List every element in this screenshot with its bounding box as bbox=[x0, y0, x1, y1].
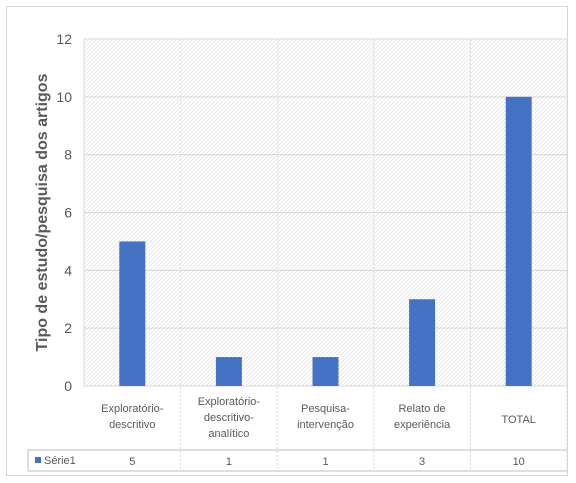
category-label: Relato de bbox=[399, 403, 446, 415]
legend-series-name: Série1 bbox=[44, 455, 76, 467]
category-label: descritivo- bbox=[204, 412, 254, 424]
y-tick-label: 12 bbox=[56, 31, 72, 47]
category-label: Exploratório- bbox=[101, 403, 164, 415]
table-value: 10 bbox=[513, 456, 525, 468]
legend-swatch bbox=[35, 457, 41, 463]
bar bbox=[215, 357, 242, 386]
y-tick-label: 2 bbox=[64, 320, 72, 336]
category-label: Exploratório- bbox=[198, 396, 261, 408]
table-value: 1 bbox=[226, 456, 232, 468]
bars bbox=[119, 96, 532, 386]
bar bbox=[505, 96, 532, 386]
y-axis-title: Tipo de estudo/pesquisa dos artigos bbox=[34, 73, 51, 351]
table-value: 5 bbox=[129, 456, 135, 468]
y-axis-ticks: 0 2 4 6 8 10 12 bbox=[56, 31, 72, 394]
table-value: 3 bbox=[419, 456, 425, 468]
gridlines bbox=[83, 38, 568, 471]
bar bbox=[409, 299, 436, 386]
y-tick-label: 4 bbox=[64, 262, 72, 278]
y-tick-label: 10 bbox=[56, 89, 72, 105]
y-tick-label: 8 bbox=[64, 147, 72, 163]
y-tick-label: 6 bbox=[64, 205, 72, 221]
category-label: experiência bbox=[394, 419, 451, 431]
category-label: descritivo bbox=[109, 419, 155, 431]
table-value: 1 bbox=[322, 456, 328, 468]
category-label: TOTAL bbox=[501, 414, 535, 426]
category-label: Pesquisa- bbox=[301, 403, 350, 415]
bar bbox=[119, 241, 146, 386]
y-tick-label: 0 bbox=[64, 378, 72, 394]
category-label: analítico bbox=[208, 428, 249, 440]
category-labels: Exploratório-descritivo Exploratório-desc… bbox=[101, 396, 536, 440]
data-table: Série1 5 1 1 3 10 bbox=[27, 449, 567, 472]
bar bbox=[312, 357, 339, 386]
category-label: intervenção bbox=[297, 419, 354, 431]
